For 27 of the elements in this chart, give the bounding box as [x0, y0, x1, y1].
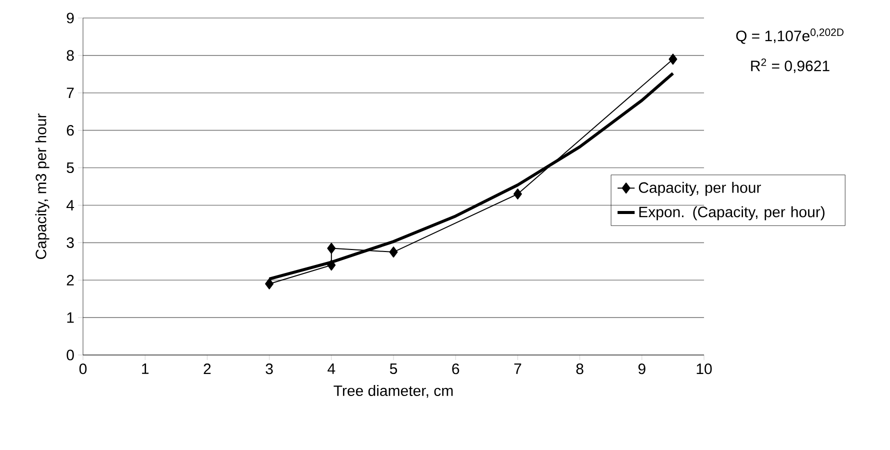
x-tick-label: 4: [328, 364, 336, 374]
text: R$^{2}$ = 0,9621: [751, 58, 830, 73]
x-axis-title: Tree diameter, cm: [334, 385, 453, 398]
x-tick-label: 0: [79, 364, 87, 374]
y-tick-label: 5: [66, 162, 74, 174]
text: Q = 1,107e$^{0,202D}$: [736, 28, 844, 44]
y-axis-title: Capacity, m3 per hour: [35, 114, 50, 259]
legend-label: Capacity, per hour: [638, 182, 761, 196]
y-tick-label: 1: [67, 312, 74, 323]
y-tick-label: 9: [66, 12, 74, 24]
x-tick-label: 9: [638, 364, 646, 374]
y-tick-label: 4: [66, 200, 74, 210]
y-tick-label: 2: [66, 274, 74, 286]
y-tick-label: 7: [66, 88, 74, 98]
y-tick-label: 0: [66, 350, 74, 360]
x-tick-label: 10: [696, 364, 712, 374]
y-tick-label: 3: [66, 237, 74, 248]
y-tick-label: 6: [66, 125, 74, 136]
legend-label: Expon. (Capacity, per hour): [639, 206, 824, 220]
x-tick-label: 2: [204, 364, 211, 374]
x-tick-label: 5: [390, 364, 398, 374]
x-tick-label: 3: [266, 364, 273, 374]
x-tick-label: 6: [452, 364, 460, 374]
x-tick-label: 7: [514, 364, 522, 374]
x-tick-label: 1: [142, 364, 149, 374]
y-tick-label: 8: [66, 50, 74, 61]
x-tick-label: 8: [576, 364, 584, 374]
